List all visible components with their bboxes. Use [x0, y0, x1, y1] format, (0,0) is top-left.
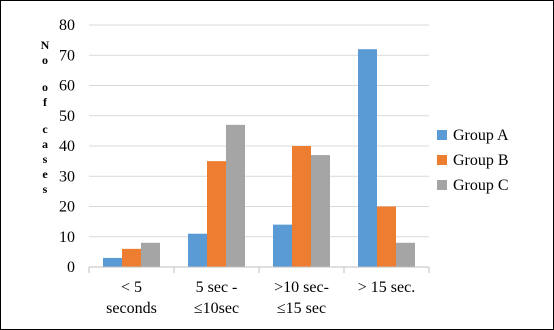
bar-group-b — [122, 248, 141, 267]
legend-swatch — [437, 130, 447, 140]
x-tick-label: < 5 seconds — [106, 279, 157, 317]
bar-group-b — [207, 161, 226, 267]
y-tick-label: 30 — [59, 168, 75, 185]
bar-group-c — [141, 242, 160, 267]
legend-swatch — [437, 180, 447, 190]
y-tick-label: 40 — [59, 138, 75, 155]
legend: Group A Group B Group C — [437, 127, 509, 194]
x-tick-label: >10 sec-≤15 sec — [274, 279, 329, 317]
legend-swatch — [437, 155, 447, 165]
y-tick-label: 70 — [59, 47, 75, 64]
legend-label: Group B — [453, 152, 509, 169]
bar-group-c — [396, 242, 415, 267]
y-tick-label: 0 — [67, 259, 75, 276]
y-tick-label: 50 — [59, 108, 75, 125]
bar-group-b — [292, 146, 311, 267]
legend-label: Group C — [453, 177, 509, 194]
y-tick-label: 20 — [59, 199, 75, 216]
y-tick-label: 10 — [59, 229, 75, 246]
bar-group-a — [358, 49, 377, 268]
x-tick-labels: < 5 seconds 5 sec -≤10sec >10 sec-≤15 sec > … — [106, 279, 415, 317]
bar-group-a — [188, 233, 207, 267]
x-tick-label: 5 sec -≤10sec — [194, 279, 239, 317]
bar-group-b — [377, 206, 396, 267]
bar-group-a — [273, 224, 292, 267]
y-tick-label: 60 — [59, 78, 75, 95]
x-tick-label: > 15 sec. — [358, 279, 415, 296]
bars — [103, 49, 415, 268]
y-tick-label: 80 — [59, 17, 75, 34]
bar-group-a — [103, 257, 122, 267]
legend-label: Group A — [453, 127, 509, 144]
gridlines — [89, 24, 429, 238]
bar-group-c — [226, 124, 245, 267]
axes — [88, 266, 430, 273]
bar-group-c — [311, 155, 330, 267]
y-tick-labels: 0 10 20 30 40 50 60 70 80 — [59, 17, 75, 276]
